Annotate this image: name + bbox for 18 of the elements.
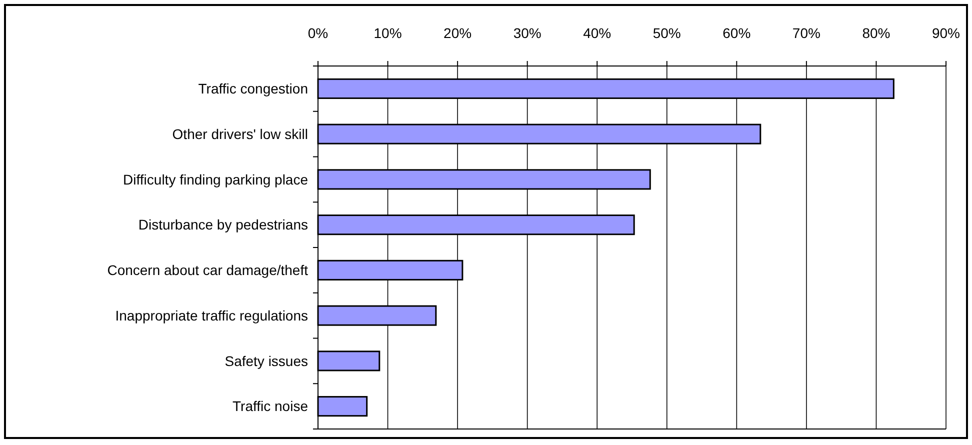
x-tick-label: 40%	[583, 25, 612, 41]
x-tick-label: 80%	[862, 25, 890, 41]
x-tick-label: 50%	[652, 25, 681, 41]
x-tick-label: 0%	[308, 25, 328, 41]
x-tick-label: 70%	[792, 25, 820, 41]
x-tick-label: 30%	[513, 25, 542, 41]
y-tick-label: Traffic noise	[232, 398, 308, 414]
y-tick-label: Safety issues	[224, 352, 308, 369]
y-tick-label: Disturbance by pedestrians	[138, 216, 308, 233]
x-tick-label: 60%	[722, 25, 751, 41]
x-tick-label: 90%	[932, 25, 960, 41]
x-tick-label: 20%	[444, 25, 472, 41]
y-tick-label: Traffic congestion	[198, 80, 308, 97]
y-tick-label: Inappropriate traffic regulations	[115, 307, 308, 324]
y-tick-label: Concern about car damage/theft	[107, 262, 308, 278]
y-tick-label: Difficulty finding parking place	[123, 171, 308, 188]
x-tick-label: 10%	[374, 25, 402, 41]
y-tick-label: Other drivers' low skill	[172, 126, 308, 142]
